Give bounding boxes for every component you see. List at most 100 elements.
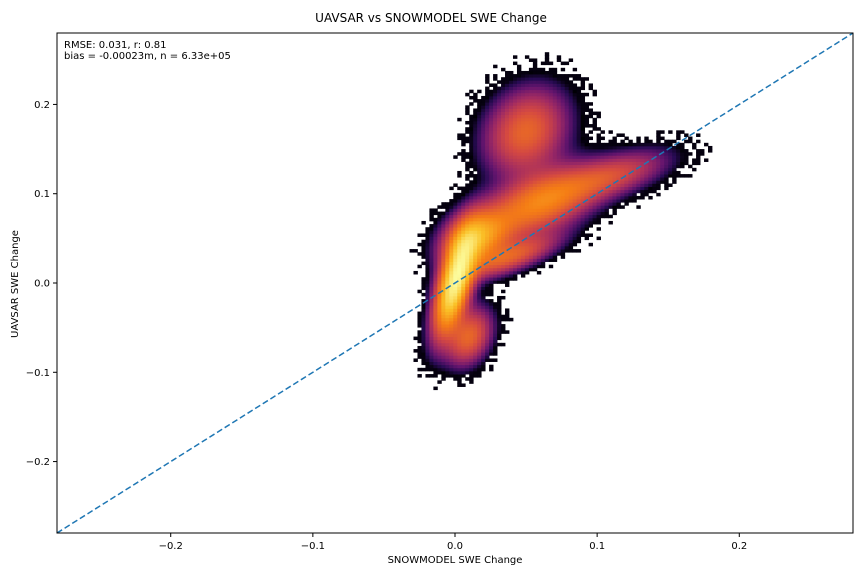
heatmap-cell xyxy=(672,164,677,169)
heatmap-cell xyxy=(572,158,578,162)
heatmap-cell xyxy=(660,177,665,181)
heatmap-cell xyxy=(429,277,434,281)
heatmap-cell xyxy=(505,283,510,287)
heatmap-cell xyxy=(473,139,478,144)
heatmap-cell xyxy=(501,236,506,241)
heatmap-cell xyxy=(548,158,554,162)
heatmap-cell xyxy=(576,177,582,181)
heatmap-cell xyxy=(596,167,601,172)
heatmap-cell xyxy=(445,261,450,266)
heatmap-cell xyxy=(453,208,458,212)
heatmap-cell xyxy=(481,358,486,362)
heatmap-cell xyxy=(425,267,430,272)
heatmap-cell xyxy=(540,261,546,266)
heatmap-cell xyxy=(520,142,526,147)
heatmap-cell xyxy=(501,277,506,281)
heatmap-cell xyxy=(505,274,510,278)
heatmap-cell xyxy=(493,145,498,150)
heatmap-cell xyxy=(489,170,494,175)
heatmap-cell xyxy=(548,195,554,200)
heatmap-cell xyxy=(429,230,434,234)
heatmap-cell xyxy=(493,139,498,144)
heatmap-cell xyxy=(644,158,649,162)
heatmap-cell xyxy=(489,102,494,106)
heatmap-cell xyxy=(489,330,494,334)
heatmap-cell xyxy=(636,164,641,169)
heatmap-cell xyxy=(576,77,582,81)
heatmap-cell xyxy=(532,192,538,197)
heatmap-cell xyxy=(580,155,586,159)
heatmap-cell xyxy=(532,242,538,247)
heatmap-cell xyxy=(433,264,438,269)
heatmap-cell xyxy=(429,342,434,347)
heatmap-cell xyxy=(437,339,442,344)
heatmap-cell xyxy=(572,92,578,97)
heatmap-cell xyxy=(433,330,438,334)
heatmap-cell xyxy=(536,167,542,172)
heatmap-cell xyxy=(465,277,470,281)
heatmap-cell xyxy=(481,133,486,137)
heatmap-cell xyxy=(520,220,526,225)
heatmap-cell xyxy=(461,239,466,244)
heatmap-cell xyxy=(612,142,617,147)
heatmap-cell xyxy=(465,139,470,144)
heatmap-cell xyxy=(656,174,661,178)
heatmap-cell xyxy=(552,139,558,144)
heatmap-cell xyxy=(493,195,498,200)
heatmap-cell xyxy=(477,167,482,172)
heatmap-cell xyxy=(441,261,446,266)
heatmap-cell xyxy=(644,164,649,169)
heatmap-cell xyxy=(532,158,538,162)
heatmap-cell xyxy=(485,277,490,281)
heatmap-cell xyxy=(445,349,450,353)
heatmap-cell xyxy=(536,117,542,122)
heatmap-cell xyxy=(481,249,486,253)
heatmap-cell xyxy=(556,202,562,206)
heatmap-cell xyxy=(497,99,502,103)
heatmap-cell xyxy=(489,358,494,362)
heatmap-cell xyxy=(449,358,454,362)
heatmap-cell xyxy=(477,355,482,359)
heatmap-cell xyxy=(457,361,462,366)
heatmap-cell xyxy=(552,124,558,128)
heatmap-cell xyxy=(696,158,701,162)
heatmap-cell xyxy=(421,261,426,266)
heatmap-cell xyxy=(552,205,558,209)
heatmap-cell xyxy=(552,120,558,125)
heatmap-cell xyxy=(520,133,526,137)
heatmap-cell xyxy=(421,249,426,253)
heatmap-cell xyxy=(481,311,486,316)
heatmap-cell xyxy=(429,289,434,294)
heatmap-cell xyxy=(461,227,466,231)
heatmap-cell xyxy=(580,80,586,84)
heatmap-cell xyxy=(509,124,514,128)
heatmap-cell xyxy=(461,236,466,241)
heatmap-cell xyxy=(532,170,538,175)
heatmap-cell xyxy=(457,227,462,231)
heatmap-cell xyxy=(564,180,570,184)
heatmap-cell xyxy=(512,208,518,212)
heatmap-cell xyxy=(556,124,562,128)
heatmap-cell xyxy=(540,230,546,234)
heatmap-cell xyxy=(493,308,498,312)
heatmap-cell xyxy=(676,142,681,147)
heatmap-cell xyxy=(532,255,538,259)
heatmap-cell xyxy=(640,186,645,191)
heatmap-cell xyxy=(493,95,498,100)
heatmap-cell xyxy=(512,189,518,194)
heatmap-cell xyxy=(520,145,526,150)
heatmap-cell xyxy=(509,133,514,137)
heatmap-cell xyxy=(509,161,514,166)
heatmap-cell xyxy=(552,174,558,178)
heatmap-cell xyxy=(528,58,534,62)
heatmap-cell xyxy=(524,77,530,81)
heatmap-cell xyxy=(540,83,546,87)
heatmap-cell xyxy=(560,177,566,181)
heatmap-cell xyxy=(536,180,542,184)
heatmap-cell xyxy=(564,83,570,87)
heatmap-cell xyxy=(672,155,677,159)
heatmap-cell xyxy=(520,167,526,172)
heatmap-cell xyxy=(652,183,657,187)
heatmap-cell xyxy=(536,127,542,131)
heatmap-cell xyxy=(433,324,438,328)
